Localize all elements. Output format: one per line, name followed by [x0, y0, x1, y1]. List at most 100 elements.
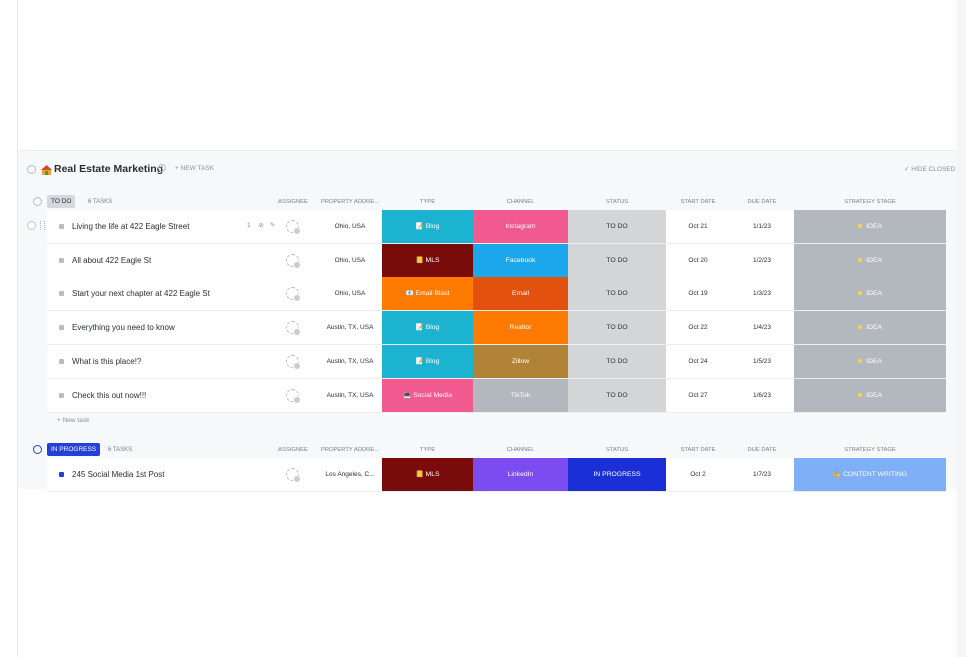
group-collapse-icon[interactable] [33, 445, 42, 454]
start-date[interactable]: Oct 27 [688, 392, 708, 399]
strategy-stage-cell[interactable]: ✍️ CONTENT WRITING [794, 458, 946, 491]
column-header-channel[interactable]: CHANNEL [506, 447, 535, 453]
start-date[interactable]: Oct 2 [690, 471, 706, 478]
column-header-due-date[interactable]: DUE DATE [747, 199, 777, 205]
status-cell[interactable]: TO DO [568, 244, 666, 277]
property-address[interactable]: Austin, TX, USA [326, 324, 374, 331]
status-badge-in-progress[interactable]: IN PROGRESS [47, 443, 101, 456]
assignee-avatar-icon[interactable] [286, 355, 301, 370]
subtask-count[interactable]: 1 ⊘ ✎ [247, 221, 275, 229]
strategy-stage-cell[interactable]: IDEA [794, 345, 946, 378]
assignee-avatar-icon[interactable] [286, 254, 301, 269]
list-collapse-icon[interactable] [27, 165, 36, 174]
task-name[interactable]: Living the life at 422 Eagle Street [72, 222, 190, 231]
due-date[interactable]: 1/4/23 [752, 324, 772, 331]
column-header-type[interactable]: TYPE [419, 199, 436, 205]
type-cell[interactable]: 📒 MLS [382, 458, 473, 491]
assignee-avatar-icon[interactable] [286, 220, 301, 235]
status-cell[interactable]: TO DO [568, 311, 666, 344]
drag-handle-icon[interactable] [40, 221, 45, 230]
task-name[interactable]: Start your next chapter at 422 Eagle St [72, 289, 210, 298]
strategy-stage-cell[interactable]: IDEA [794, 277, 946, 310]
column-header-assignee[interactable]: ASSIGNEE [278, 199, 308, 205]
type-cell[interactable]: 📝 Blog [382, 210, 473, 243]
property-address[interactable]: Los Angeles, C... [325, 471, 375, 478]
task-status-square-icon[interactable] [59, 258, 64, 263]
column-header-property[interactable]: PROPERTY ADDRE... [320, 199, 380, 205]
task-status-square-icon[interactable] [59, 325, 64, 330]
channel-cell[interactable]: Realtor [473, 311, 568, 344]
table-row[interactable]: Everything you need to know Austin, TX, U… [47, 311, 946, 345]
table-row[interactable]: Start your next chapter at 422 Eagle St O… [47, 277, 946, 311]
due-date[interactable]: 1/3/23 [752, 290, 772, 297]
channel-cell[interactable]: LinkedIn [473, 458, 568, 491]
column-header-property[interactable]: PROPERTY ADDRE... [320, 447, 380, 453]
column-header-start-date[interactable]: START DATE [680, 447, 716, 453]
column-header-channel[interactable]: CHANNEL [506, 199, 535, 205]
task-name[interactable]: What is this place!? [72, 357, 142, 366]
table-row[interactable]: Living the life at 422 Eagle Street 1 ⊘ ✎… [47, 210, 946, 244]
task-status-square-icon[interactable] [59, 291, 64, 296]
column-header-status[interactable]: STATUS [605, 447, 628, 453]
task-status-square-icon[interactable] [59, 393, 64, 398]
type-cell[interactable]: 📧 Email Blast [382, 277, 473, 310]
property-address[interactable]: Ohio, USA [334, 290, 366, 297]
status-badge-todo[interactable]: TO DO [47, 195, 76, 208]
channel-cell[interactable]: Facebook [473, 244, 568, 277]
table-row[interactable]: 245 Social Media 1st Post Los Angeles, C.… [47, 458, 946, 492]
column-header-type[interactable]: TYPE [419, 447, 436, 453]
strategy-stage-cell[interactable]: IDEA [794, 210, 946, 243]
channel-cell[interactable]: Instagram [473, 210, 568, 243]
new-task-inline-button[interactable]: + New task [57, 417, 90, 424]
assignee-avatar-icon[interactable] [286, 389, 301, 404]
scrollbar-track[interactable] [957, 0, 966, 657]
strategy-stage-cell[interactable]: IDEA [794, 379, 946, 412]
start-date[interactable]: Oct 20 [688, 257, 708, 264]
table-row[interactable]: What is this place!? Austin, TX, USA 📝 Blog… [47, 345, 946, 379]
start-date[interactable]: Oct 19 [688, 290, 708, 297]
due-date[interactable]: 1/7/23 [752, 471, 772, 478]
start-date[interactable]: Oct 24 [688, 358, 708, 365]
property-address[interactable]: Austin, TX, USA [326, 392, 374, 399]
channel-cell[interactable]: TikTok [473, 379, 568, 412]
edit-icon[interactable]: ✎ [267, 222, 276, 229]
strategy-stage-cell[interactable]: IDEA [794, 311, 946, 344]
property-address[interactable]: Ohio, USA [334, 257, 366, 264]
info-icon[interactable]: i [158, 164, 166, 172]
tag-icon[interactable]: ⊘ [256, 222, 264, 229]
type-cell[interactable]: 📒 MLS [382, 244, 473, 277]
new-task-button[interactable]: + NEW TASK [175, 165, 214, 172]
table-row[interactable]: Check this out now!!! Austin, TX, USA 💻 Soc… [47, 379, 946, 413]
table-row[interactable]: All about 422 Eagle St Ohio, USA 📒 MLS Faceb… [47, 244, 946, 278]
channel-cell[interactable]: Zillow [473, 345, 568, 378]
row-select-checkbox[interactable] [27, 221, 36, 230]
task-status-square-icon[interactable] [59, 224, 64, 229]
assignee-avatar-icon[interactable] [286, 287, 301, 302]
task-name[interactable]: Everything you need to know [72, 323, 175, 332]
column-header-strategy-stage[interactable]: STRATEGY STAGE [844, 447, 896, 453]
strategy-stage-cell[interactable]: IDEA [794, 244, 946, 277]
property-address[interactable]: Austin, TX, USA [326, 358, 374, 365]
due-date[interactable]: 1/5/23 [752, 358, 772, 365]
start-date[interactable]: Oct 21 [688, 223, 708, 230]
task-status-square-icon[interactable] [59, 472, 64, 477]
hide-closed-toggle[interactable]: ✓ HIDE CLOSED [904, 166, 956, 173]
status-cell[interactable]: TO DO [568, 345, 666, 378]
status-cell[interactable]: TO DO [568, 210, 666, 243]
start-date[interactable]: Oct 22 [688, 324, 708, 331]
status-cell[interactable]: IN PROGRESS [568, 458, 666, 491]
status-cell[interactable]: TO DO [568, 379, 666, 412]
list-title[interactable]: Real Estate Marketing [54, 163, 164, 175]
assignee-avatar-icon[interactable] [286, 468, 301, 483]
task-status-square-icon[interactable] [59, 359, 64, 364]
channel-cell[interactable]: Email [473, 277, 568, 310]
due-date[interactable]: 1/1/23 [752, 223, 772, 230]
due-date[interactable]: 1/2/23 [752, 257, 772, 264]
status-cell[interactable]: TO DO [568, 277, 666, 310]
column-header-status[interactable]: STATUS [605, 199, 628, 205]
column-header-assignee[interactable]: ASSIGNEE [278, 447, 308, 453]
task-name[interactable]: All about 422 Eagle St [72, 256, 152, 265]
task-name[interactable]: 245 Social Media 1st Post [72, 470, 165, 479]
column-header-start-date[interactable]: START DATE [680, 199, 716, 205]
property-address[interactable]: Ohio, USA [334, 223, 366, 230]
